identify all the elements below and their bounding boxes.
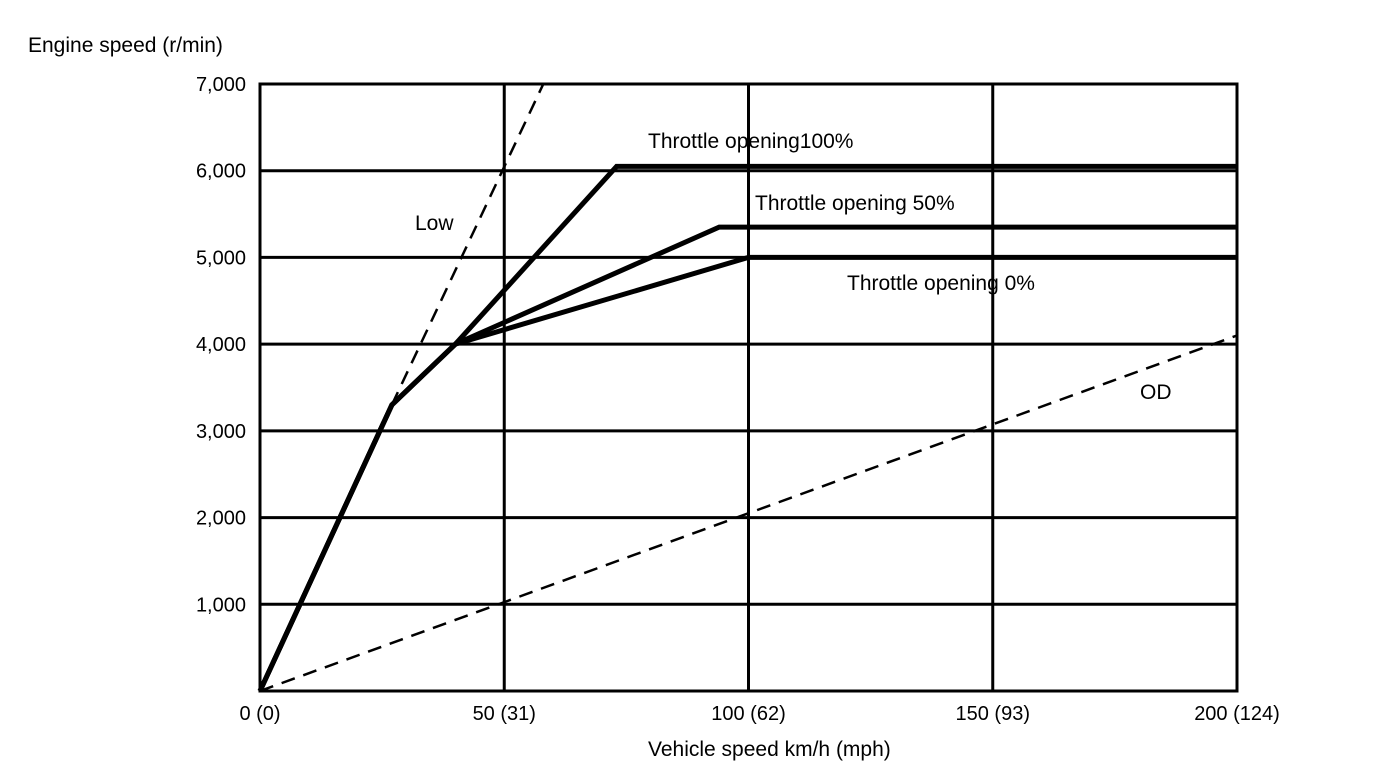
- y-axis-title: Engine speed (r/min): [28, 34, 223, 57]
- tick-labels: 1,000 2,000 3,000 4,000 5,000 6,000 7,000 0 (0)…: [196, 74, 1280, 725]
- grid-lines: [258, 82, 1239, 693]
- y-tick-label: 5,000: [196, 247, 246, 269]
- y-tick-label: 1,000: [196, 594, 246, 616]
- y-tick-label: 2,000: [196, 508, 246, 530]
- x-tick-label: 0 (0): [239, 703, 280, 725]
- series-label-4: Low: [415, 212, 454, 235]
- y-tick-label: 4,000: [196, 334, 246, 356]
- series-label-3: Throttle opening 0%: [847, 272, 1035, 295]
- series-label-1: Throttle opening100%: [648, 130, 853, 153]
- x-axis-title: Vehicle speed km/h (mph): [648, 738, 891, 761]
- series-line-5: [259, 334, 1238, 693]
- series-label-2: Throttle opening 50%: [755, 192, 955, 215]
- y-tick-label: 6,000: [196, 161, 246, 183]
- x-tick-label: 50 (31): [473, 703, 536, 725]
- series-lines: [257, 83, 1238, 693]
- y-tick-label: 3,000: [196, 421, 246, 443]
- x-tick-label: 200 (124): [1194, 703, 1280, 725]
- x-tick-label: 150 (93): [956, 703, 1031, 725]
- series-line-4: [390, 83, 545, 406]
- series-line-3: [257, 254, 1237, 693]
- series-labels: Throttle opening100% Throttle opening 50%…: [415, 130, 1172, 404]
- y-tick-label: 7,000: [196, 74, 246, 96]
- series-label-5: OD: [1140, 381, 1172, 404]
- x-tick-label: 100 (62): [711, 703, 786, 725]
